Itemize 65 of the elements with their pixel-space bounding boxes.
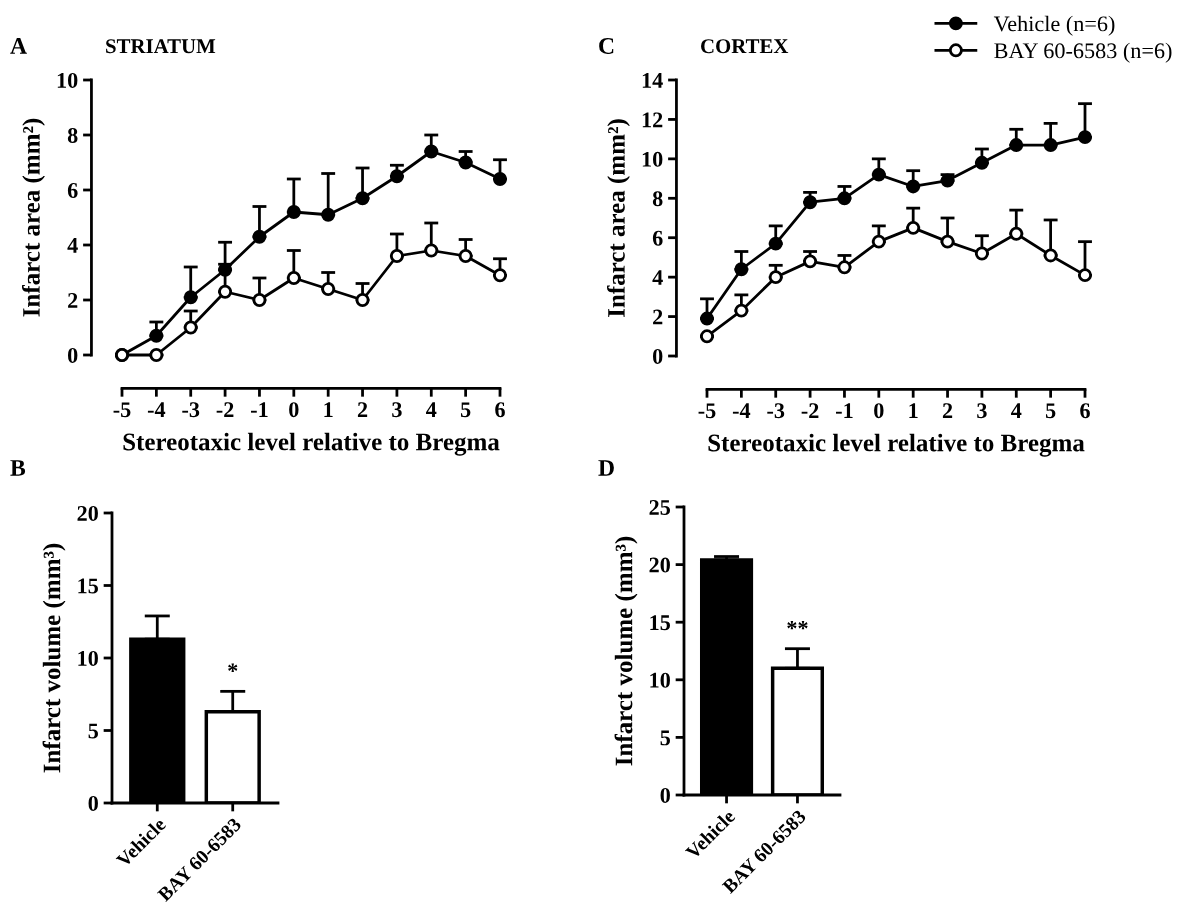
- x-tick-label: 2: [357, 402, 368, 417]
- x-tick-label: -5: [113, 402, 131, 418]
- y-tick-label: 15: [78, 578, 98, 594]
- y-tick-label: 10: [642, 151, 663, 167]
- y-tick-label: 15: [650, 615, 670, 631]
- x-tick-label: 2: [942, 403, 953, 418]
- y-tick-label: 2: [653, 309, 663, 325]
- y-tick-label: 10: [650, 672, 670, 688]
- annotation: **: [787, 620, 808, 630]
- x-tick-label: -4: [147, 402, 166, 417]
- x-tick-label: 5: [1045, 403, 1056, 419]
- y-tick-label: 6: [652, 230, 663, 246]
- annotation: *: [228, 663, 238, 672]
- x-tick-label: -2: [801, 403, 819, 418]
- y-tick-label: 10: [57, 72, 78, 88]
- x-tick-label: -5: [698, 403, 716, 419]
- legend-label: Vehicle (n=6): [993, 15, 1115, 36]
- y-tick-label: 8: [652, 191, 663, 207]
- x-tick-label: -2: [216, 402, 234, 417]
- x-tick-label: -1: [251, 402, 268, 417]
- x-tick-label: -4: [732, 403, 751, 418]
- y-tick-label: 2: [68, 292, 78, 308]
- y-tick-label: 12: [642, 112, 663, 128]
- text: C: [599, 38, 614, 54]
- y-tick-label: 14: [642, 73, 663, 88]
- y-tick-label: 25: [649, 499, 670, 515]
- y-tick-label: 6: [67, 182, 78, 198]
- y-tick-label: 0: [660, 787, 670, 803]
- x-tick-label: 4: [1011, 403, 1022, 418]
- y-axis-title: Infarct volume (mm³): [614, 536, 638, 766]
- y-tick-label: 20: [77, 505, 98, 521]
- legend-label: BAY 60-6583 (n=6): [994, 42, 1172, 63]
- y-tick-label: 10: [78, 650, 98, 666]
- y-axis-title: Infarct volume (mm³): [42, 543, 66, 773]
- x-tick-label: 0: [874, 403, 884, 419]
- text: D: [598, 460, 614, 476]
- y-axis-title: Infarct area (mm²): [21, 118, 45, 317]
- x-tick-label: -3: [767, 403, 785, 419]
- x-tick-label: 6: [495, 402, 505, 418]
- y-axis-title: Infarct area (mm²): [606, 119, 630, 317]
- y-tick-label: 5: [88, 723, 98, 739]
- x-tick-label: 3: [977, 403, 987, 419]
- y-tick-label: 20: [649, 557, 670, 573]
- x-tick-label: 5: [460, 402, 471, 418]
- x-tick-label: 1: [324, 402, 333, 417]
- x-tick-label: 1: [909, 403, 918, 418]
- y-tick-label: 0: [88, 795, 98, 811]
- chart-title: STRIATUM: [106, 39, 216, 54]
- x-tick-label: 3: [392, 402, 402, 418]
- x-tick-label: 4: [426, 402, 437, 417]
- x-axis-title: Stereotaxic level relative to Bregma: [123, 432, 500, 456]
- x-tick-label: -3: [182, 402, 200, 418]
- text: B: [10, 460, 26, 476]
- x-axis-title: Stereotaxic level relative to Bregma: [708, 433, 1085, 457]
- y-tick-label: 5: [660, 730, 670, 746]
- x-tick-label: -1: [836, 403, 853, 418]
- y-tick-label: 4: [67, 238, 78, 253]
- y-tick-label: 0: [652, 348, 663, 364]
- y-tick-label: 8: [67, 127, 78, 143]
- x-tick-label: 6: [1080, 403, 1090, 419]
- chart-title: CORTEX: [701, 39, 789, 54]
- y-tick-label: 4: [652, 270, 663, 285]
- y-tick-label: 0: [67, 347, 78, 363]
- x-tick-label: 0: [289, 402, 299, 418]
- text: A: [10, 38, 27, 54]
